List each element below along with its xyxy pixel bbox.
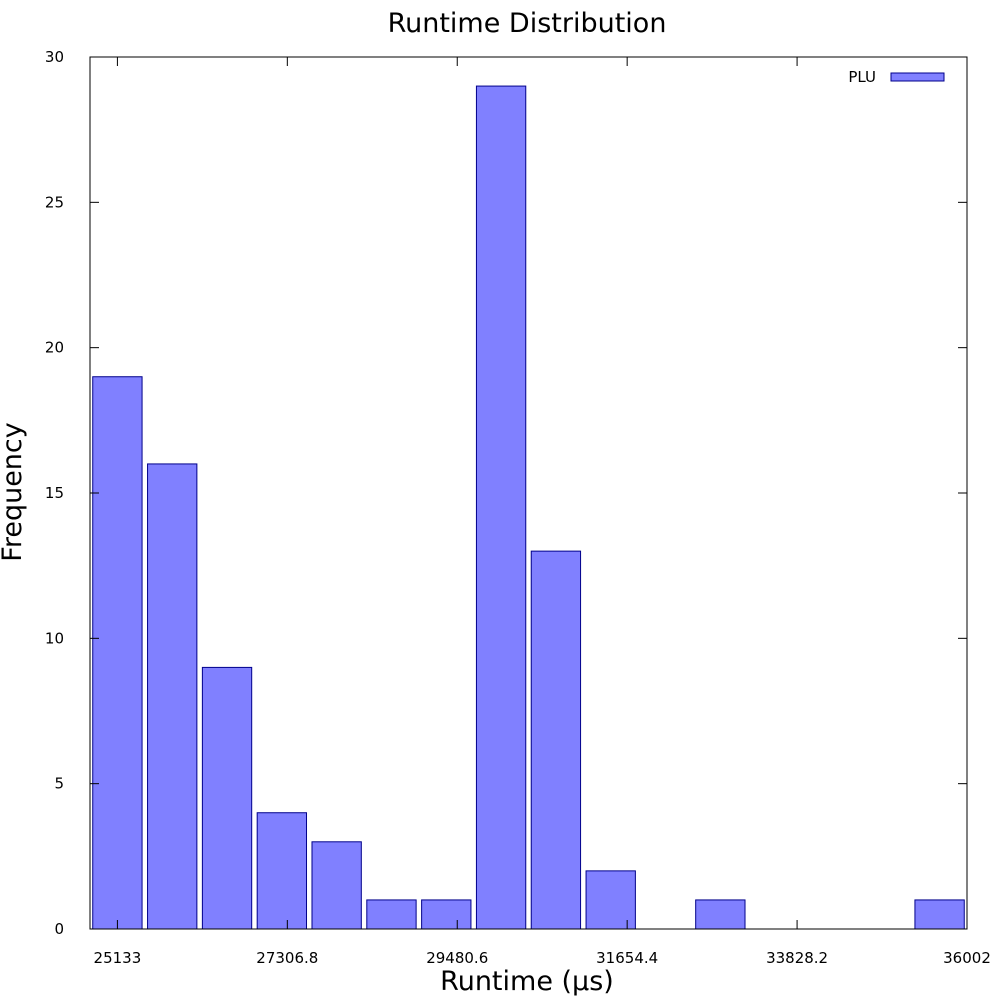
- y-tick-label: 30: [45, 48, 64, 66]
- bar: [914, 899, 965, 930]
- bar: [201, 666, 253, 930]
- legend: PLU: [848, 68, 945, 86]
- bar: [530, 550, 582, 930]
- bar: [366, 899, 417, 930]
- x-tick-label: 33828.2: [766, 949, 828, 967]
- legend-label: PLU: [848, 68, 876, 86]
- bar: [311, 841, 362, 930]
- y-axis-label: Frequency: [0, 422, 28, 562]
- x-tick-label: 27306.8: [256, 949, 318, 967]
- y-axis: 0 5 10 15 20 25 30: [45, 48, 967, 938]
- x-axis: 25133 27306.8 29480.6 31654.4 33828.2 36002: [94, 57, 991, 967]
- bar: [695, 899, 746, 930]
- x-tick-label: 29480.6: [426, 949, 488, 967]
- y-tick-label: 0: [54, 920, 64, 938]
- x-tick-label: 36002: [943, 949, 991, 967]
- bar: [147, 463, 198, 930]
- y-tick-label: 10: [45, 629, 64, 647]
- bar: [92, 376, 143, 930]
- legend-swatch: [890, 72, 945, 82]
- bar: [421, 899, 472, 930]
- x-tick-label: 31654.4: [596, 949, 658, 967]
- x-tick-label: 25133: [94, 949, 142, 967]
- y-tick-label: 5: [54, 775, 64, 793]
- bar: [475, 85, 527, 930]
- y-tick-label: 20: [45, 339, 64, 357]
- y-tick-label: 15: [45, 484, 64, 502]
- bar: [585, 870, 636, 930]
- y-tick-label: 25: [45, 193, 64, 211]
- bars-group: [92, 85, 965, 930]
- chart-title: Runtime Distribution: [388, 8, 667, 39]
- bar: [256, 812, 308, 930]
- x-axis-label: Runtime (µs): [440, 966, 614, 997]
